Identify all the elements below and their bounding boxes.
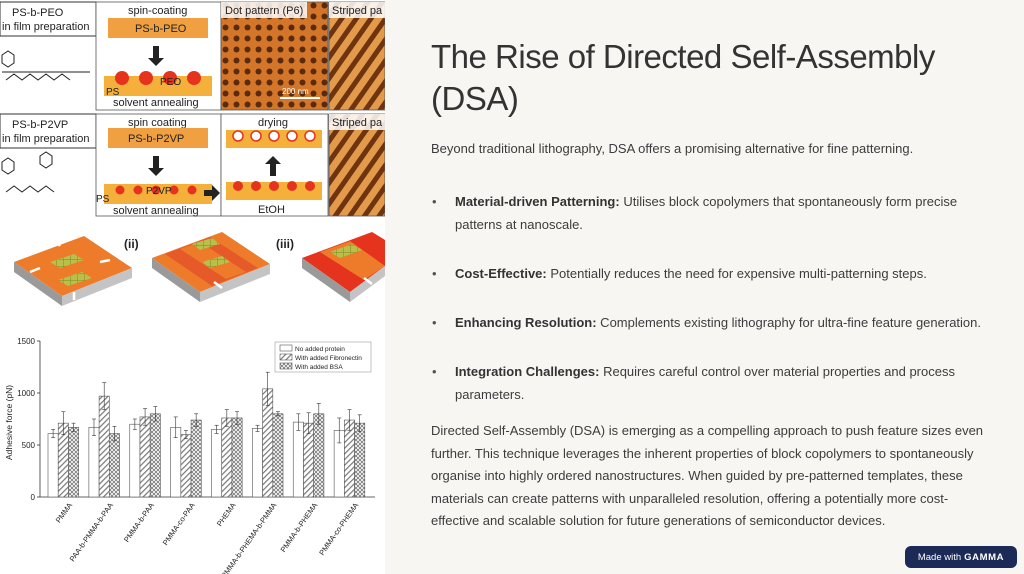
bullet-label: Cost-Effective: [455,266,547,281]
slide-content: The Rise of Directed Self-Assembly (DSA)… [431,36,991,533]
legend-swatch-1 [279,353,293,361]
peo-structure-icon [1,50,90,81]
chart-bar [47,433,59,498]
substrate-panel-i [14,236,132,306]
chart-bar [231,417,243,498]
panel-ii-label: (ii) [124,237,139,251]
bullet-label: Enhancing Resolution: [455,315,597,330]
chart-bar [190,419,202,498]
y-tick-label: 0 [31,493,36,502]
chart-legend: No added protein With added Fibronectin … [274,341,372,373]
p2vp-label-1: PS-b-P2VP [12,119,68,131]
p2vp-striped-label: Striped pa [332,117,383,129]
chart-bar [221,417,233,498]
chart-bar [272,413,284,498]
peo-film-label: PS-b-PEO [135,23,187,35]
chart-bar [354,422,366,498]
bullet-item: Material-driven Patterning: Utilises blo… [431,190,991,236]
substrate-panel-ii [152,232,270,302]
p2vp-film-label: PS-b-P2VP [128,133,184,145]
legend-entry-0: No added protein [295,346,345,353]
peo-annealing: solvent annealing [113,97,199,109]
peo-pattern-label: Dot pattern (P6) [225,5,303,17]
y-axis-label: Adhesive force (pN) [4,385,14,460]
dsa-figure-svg: PS-b-PEO in film preparation spin-coatin… [0,1,385,574]
bullet-text: Complements existing lithography for ult… [596,315,981,330]
bullet-text: Utilises block copolymers that spontaneo… [455,194,958,232]
p2vp-label-2: in film preparation [2,133,89,145]
peo-peo-label: PEO [160,77,181,88]
p2vp-etoh: EtOH [258,204,285,216]
y-tick-label: 1000 [17,389,35,398]
chart-bar [313,413,325,498]
p2vp-dots [115,185,197,195]
slide-subtitle: Beyond traditional lithography, DSA offe… [431,141,914,156]
p2vp-annealing: solvent annealing [113,205,199,217]
chart-bar [180,434,192,498]
p2vp-right-arrow-icon [204,185,220,201]
dsa-figure: PS-b-PEO in film preparation spin-coatin… [0,0,385,574]
chart-bar [109,433,120,498]
peo-film [108,18,208,38]
chart-bar [139,416,151,498]
legend-swatch-2 [279,362,293,370]
badge-prefix: Made with [917,551,962,563]
bullet-item: Cost-Effective: Potentially reduces the … [431,262,991,285]
bullet-label: Integration Challenges: [455,364,600,379]
peo-dots [115,71,201,85]
peo-striped-image [328,1,385,111]
p2vp-drying: drying [258,117,288,129]
p2vp-down-arrow-icon [148,156,164,176]
peo-ps-label: PS [106,87,120,98]
peo-step: spin-coating [128,5,187,17]
chart-bar [149,413,161,498]
bullet-item: Enhancing Resolution: Complements existi… [431,311,991,334]
substrate-panel-iii [302,232,385,302]
p2vp-up-arrow-icon [265,156,281,176]
legend-swatch-0 [279,344,293,352]
chart-bar [344,419,355,498]
p2vp-striped-image [328,113,385,217]
peo-annealed-film [104,76,212,96]
y-tick-label: 500 [22,441,36,450]
chart-bar [129,423,141,498]
p2vp-film [108,128,208,148]
chart-bar [88,427,100,498]
chart-bar [252,428,263,498]
badge-brand: GAMMA [964,551,1005,563]
chart-bar [292,421,304,498]
p2vp-ps-label: PS [96,194,110,205]
bullet-text: Potentially reduces the need for expensi… [546,266,927,281]
peo-label-1: PS-b-PEO [12,7,64,19]
p2vp-structure-icon [1,151,55,193]
chart-bar [303,422,314,498]
scale-label: 200 nm [282,87,309,96]
chart-bar [68,427,79,498]
bullet-item: Integration Challenges: Requires careful… [431,360,991,406]
bullet-text: Requires careful control over material p… [455,364,955,402]
peo-down-arrow-icon [148,46,164,66]
slide-paragraph: Directed Self-Assembly (DSA) is emerging… [431,423,984,528]
p2vp-label-box [0,113,97,149]
legend-entry-1: With added Fibronectin [295,355,362,362]
chart-bar [211,429,223,498]
peo-striped-label: Striped pa [332,5,383,17]
p2vp-step: spin coating [128,117,187,129]
peo-dot-pattern-image [220,1,329,111]
made-with-gamma-badge[interactable]: Made with GAMMA [905,546,1017,568]
legend-entry-2: With added BSA [295,364,343,371]
bullet-list: Material-driven Patterning: Utilises blo… [431,190,991,406]
p2vp-p2vp-label: P2VP [146,186,172,197]
y-tick-label: 1500 [17,337,35,346]
slide-title: The Rise of Directed Self-Assembly (DSA) [431,38,935,117]
chart-bar [98,395,110,498]
peo-label-2: in film preparation [2,21,89,33]
bullet-label: Material-driven Patterning: [455,194,620,209]
panel-iii-label: (iii) [276,237,294,251]
